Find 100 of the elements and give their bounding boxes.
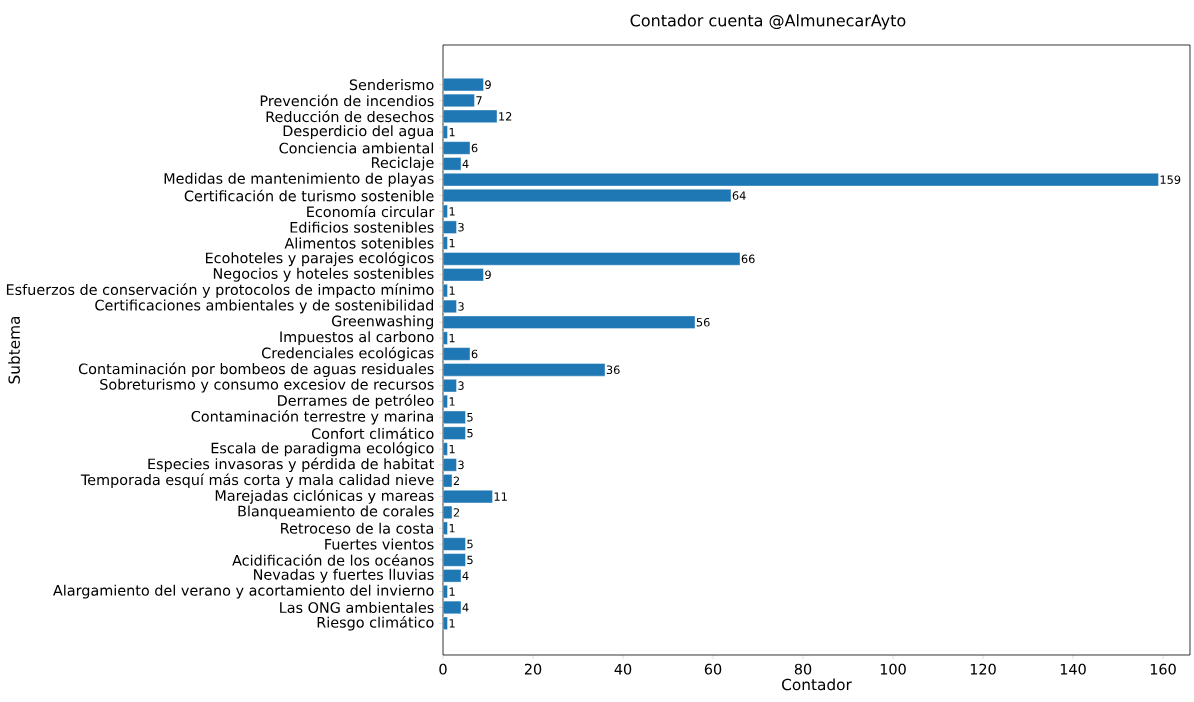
bar	[442, 315, 696, 329]
data-label: 9	[485, 80, 491, 89]
bar	[442, 220, 457, 234]
bar	[442, 236, 448, 250]
data-label: 1	[449, 128, 455, 137]
x-tick-label: 160	[1150, 663, 1176, 675]
bar	[442, 363, 606, 377]
data-label: 4	[462, 159, 469, 168]
data-label: 2	[453, 508, 460, 517]
y-tick-label: Ecohoteles y parajes ecológicos	[205, 251, 434, 267]
data-label: 56	[696, 317, 710, 327]
y-tick-label: Las ONG ambientales	[280, 601, 434, 614]
x-tick-label: 40	[614, 663, 632, 675]
x-tick-label: 140	[1060, 663, 1086, 675]
data-label: 1	[449, 524, 455, 533]
bar	[442, 442, 448, 456]
y-tick-label: Alimentos sotenibles	[284, 237, 434, 249]
data-label: 159	[1160, 175, 1181, 184]
data-label: 6	[471, 143, 478, 153]
x-tick-label: 120	[970, 663, 996, 675]
y-tick-label: Reciclaje	[371, 156, 434, 171]
y-tick-label: Marejadas ciclónicas y mareas	[215, 489, 434, 504]
data-label: 1	[449, 286, 455, 295]
y-tick-label: Medidas de mantenimiento de playas	[164, 172, 434, 187]
y-tick-label: Derrames de petróleo	[278, 394, 434, 409]
y-tick-label: Fuertes vientos	[325, 538, 434, 550]
data-label: 11	[494, 492, 507, 501]
x-tick-label: 100	[880, 663, 906, 675]
y-tick-label: Acidificación de los océanos	[232, 554, 434, 566]
data-label: 66	[741, 254, 755, 264]
y-tick-label: Especies invasoras y pérdida de habitat	[148, 457, 434, 473]
y-tick-label: Sobreturismo y consumo excesiov de recursos	[100, 378, 434, 393]
y-tick-label: Esfuerzos de conservación y protocolos de impacto mínimo	[6, 283, 434, 298]
y-tick-label: Prevención de incendios	[260, 94, 434, 107]
y-tick-label: Nevadas y fuertes lluvias	[254, 568, 434, 583]
data-label: 1	[449, 207, 455, 216]
y-tick-label: Senderismo	[349, 79, 434, 91]
bar	[442, 141, 471, 155]
y-tick-label: Contaminación por bombeos de aguas residuales	[78, 362, 434, 378]
chart-title: Contador cuenta @AlmunecarAyto	[630, 14, 906, 30]
y-tick-label: Retroceso de la costa	[281, 522, 433, 534]
data-label: 4	[462, 603, 469, 612]
data-label: 5	[467, 539, 473, 549]
y-tick-label: Negocios y hoteles sostenibles	[213, 267, 434, 282]
y-tick-label: Alargamiento del verano y acortamiento del invierno	[53, 584, 434, 599]
data-label: 9	[485, 270, 491, 280]
bar	[442, 426, 466, 440]
data-label: 12	[499, 112, 512, 121]
y-tick-label: Temporada esquí más corta y mala calidad nieve	[80, 473, 434, 488]
data-label: 36	[606, 365, 620, 375]
bar	[442, 125, 448, 139]
data-label: 3	[458, 460, 464, 470]
y-tick-label: Blanqueamiento de corales	[238, 505, 434, 520]
y-tick-label: Conciencia ambiental	[279, 142, 433, 154]
data-label: 7	[476, 96, 482, 105]
bar	[442, 537, 466, 551]
data-label: 5	[467, 428, 473, 438]
y-tick-label: Escala de paradigma ecológico	[211, 441, 434, 457]
x-tick-label: 80	[794, 663, 812, 675]
x-axis-title: Contador	[782, 678, 852, 691]
data-label: 3	[458, 302, 464, 311]
y-tick-label: Certificaciones ambientales y de sostenibilidad	[95, 299, 434, 314]
bar	[442, 157, 462, 171]
data-label: 4	[462, 571, 469, 580]
bar	[442, 616, 448, 630]
data-label: 1	[449, 238, 455, 248]
bar	[442, 410, 466, 424]
bar	[442, 553, 466, 567]
data-label: 1	[449, 587, 455, 596]
data-label: 1	[449, 333, 455, 343]
bar	[442, 379, 457, 393]
data-label: 64	[732, 191, 746, 200]
bar	[442, 394, 448, 409]
y-tick-label: Economía circular	[307, 205, 435, 218]
bar	[442, 268, 484, 282]
data-label: 1	[449, 619, 455, 628]
data-label: 3	[458, 222, 464, 232]
y-tick-label: Greenwashing	[332, 315, 434, 330]
bar	[442, 474, 453, 488]
bar	[442, 109, 498, 123]
data-label: 1	[449, 397, 455, 406]
data-label: 1	[449, 444, 455, 454]
y-tick-label: Impuestos al carbono	[280, 331, 434, 346]
data-label: 3	[458, 381, 464, 390]
bar	[442, 521, 448, 535]
y-tick-label: Reducción de desechos	[266, 110, 434, 123]
data-label: 6	[471, 349, 478, 359]
y-tick-label: Credenciales ecológicas	[262, 346, 434, 362]
y-tick-label: Certificación de turismo sostenible	[184, 189, 434, 202]
data-label: 2	[453, 476, 460, 485]
x-tick-label: 60	[704, 663, 722, 675]
data-label: 5	[467, 413, 473, 422]
y-axis-title: Subtema	[8, 316, 20, 384]
bar	[442, 331, 448, 345]
bar	[442, 569, 462, 583]
y-tick-label: Confort climático	[311, 427, 434, 440]
x-tick-label: 0	[439, 663, 447, 675]
bar	[442, 458, 457, 472]
y-tick-label: Desperdicio del agua	[283, 125, 434, 140]
y-tick-label: Riesgo climático	[317, 616, 434, 631]
